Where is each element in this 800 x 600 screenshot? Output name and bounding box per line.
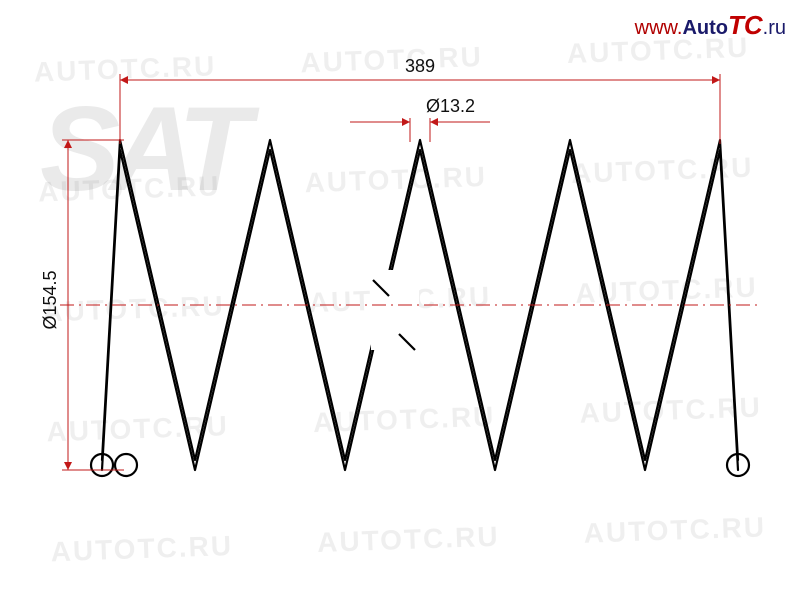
svg-text:389: 389 bbox=[405, 56, 435, 76]
svg-text:Ø13.2: Ø13.2 bbox=[426, 96, 475, 116]
spring-drawing: 389 Ø13.2 Ø154.5 bbox=[0, 0, 800, 600]
svg-text:Ø154.5: Ø154.5 bbox=[40, 270, 60, 329]
diagram-canvas: AUTOTC.RUAUTOTC.RUAUTOTC.RU AUTOTC.RUAUT… bbox=[0, 0, 800, 600]
